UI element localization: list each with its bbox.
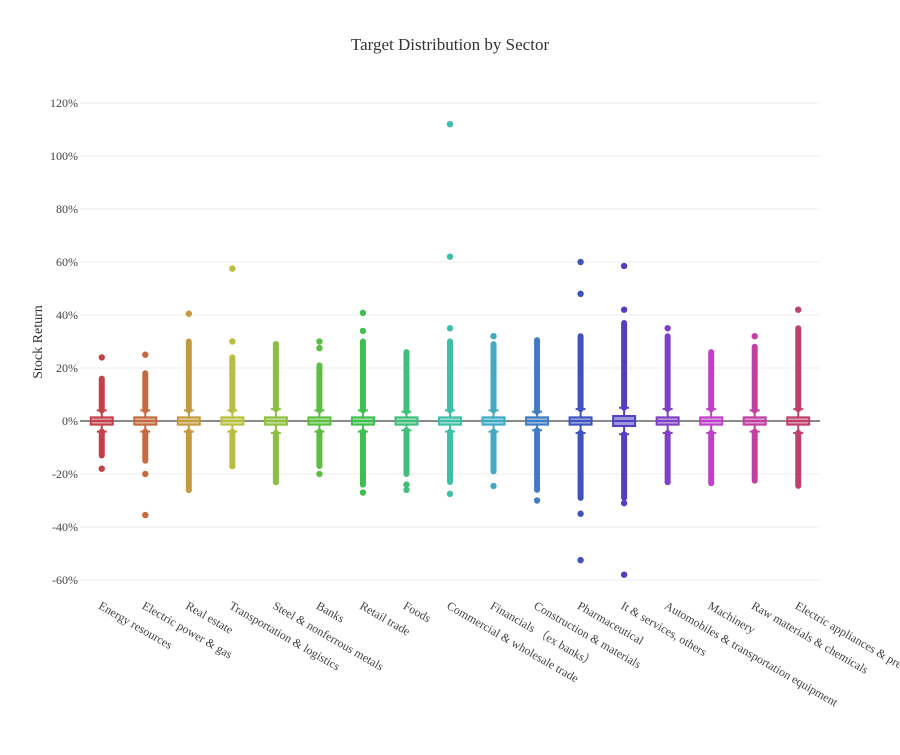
y-tick-label: 80% — [56, 202, 78, 216]
box-14 — [699, 349, 724, 487]
chart-title: Target Distribution by Sector — [351, 35, 550, 54]
outlier-point — [359, 327, 367, 335]
outlier-point — [316, 338, 323, 345]
outlier-point — [359, 309, 367, 317]
outlier-point — [533, 497, 541, 504]
box-5 — [307, 338, 332, 478]
outlier-point — [403, 486, 410, 494]
outlier-point — [272, 340, 280, 348]
y-tick-label: 0% — [62, 414, 78, 428]
box-6 — [350, 309, 375, 496]
outlier-point — [98, 354, 105, 361]
outlier-point — [446, 325, 454, 332]
y-tick-label: -20% — [52, 467, 78, 481]
outlier-point — [359, 489, 367, 496]
outlier-point — [751, 333, 758, 340]
outlier-point — [185, 486, 193, 494]
x-tick-label: Energy resources — [96, 598, 175, 652]
outlier-point — [577, 510, 584, 517]
boxes — [89, 121, 811, 578]
outlier-point — [142, 470, 149, 478]
box-4 — [263, 340, 288, 486]
outlier-point — [142, 351, 149, 358]
y-tick-label: 120% — [50, 96, 78, 110]
outlier-point — [316, 470, 323, 478]
box-0 — [89, 354, 114, 472]
box-7 — [394, 349, 419, 494]
outlier-point — [490, 333, 497, 340]
outlier-point — [577, 556, 584, 564]
outlier-point — [316, 344, 323, 352]
outlier-point — [98, 465, 105, 472]
box-10 — [525, 337, 550, 504]
outlier-point — [229, 338, 236, 345]
outlier-point — [577, 290, 584, 297]
outlier-point — [446, 253, 454, 260]
outlier-point — [403, 481, 410, 488]
box-9 — [481, 333, 506, 490]
box-13 — [655, 325, 680, 486]
outlier-point — [490, 482, 497, 490]
outlier-point — [446, 121, 454, 128]
outlier-point — [142, 511, 149, 519]
outlier-point — [620, 499, 628, 507]
box-2 — [176, 310, 201, 494]
y-axis-label: Stock Return — [31, 305, 46, 379]
box-1 — [133, 351, 158, 519]
box-3 — [220, 265, 245, 470]
y-tick-label: -40% — [52, 520, 78, 534]
y-tick-label: 60% — [56, 255, 78, 269]
box-8 — [438, 121, 462, 498]
outlier-point — [795, 306, 802, 313]
outlier-point — [577, 258, 584, 266]
y-axis-ticks: -60% -40% -20% 0% 20% 40% 60% 80% 100% 120% — [50, 96, 78, 587]
box-16 — [786, 306, 811, 489]
y-tick-label: 100% — [50, 149, 78, 163]
outlier-point — [664, 325, 671, 332]
y-tick-label: 40% — [56, 308, 78, 322]
outlier-point — [620, 571, 628, 578]
outlier-point — [229, 462, 236, 470]
outlier-point — [620, 306, 628, 313]
outlier-point — [272, 478, 280, 486]
y-tick-label: 20% — [56, 361, 78, 375]
y-tick-label: -60% — [52, 573, 78, 587]
box-15 — [742, 333, 767, 484]
outlier-point — [664, 478, 671, 486]
box-11 — [568, 258, 593, 564]
outlier-point — [446, 490, 454, 498]
outlier-point — [229, 265, 236, 272]
outlier-point — [620, 262, 628, 270]
box-12 — [612, 262, 637, 578]
outlier-point — [185, 310, 193, 317]
